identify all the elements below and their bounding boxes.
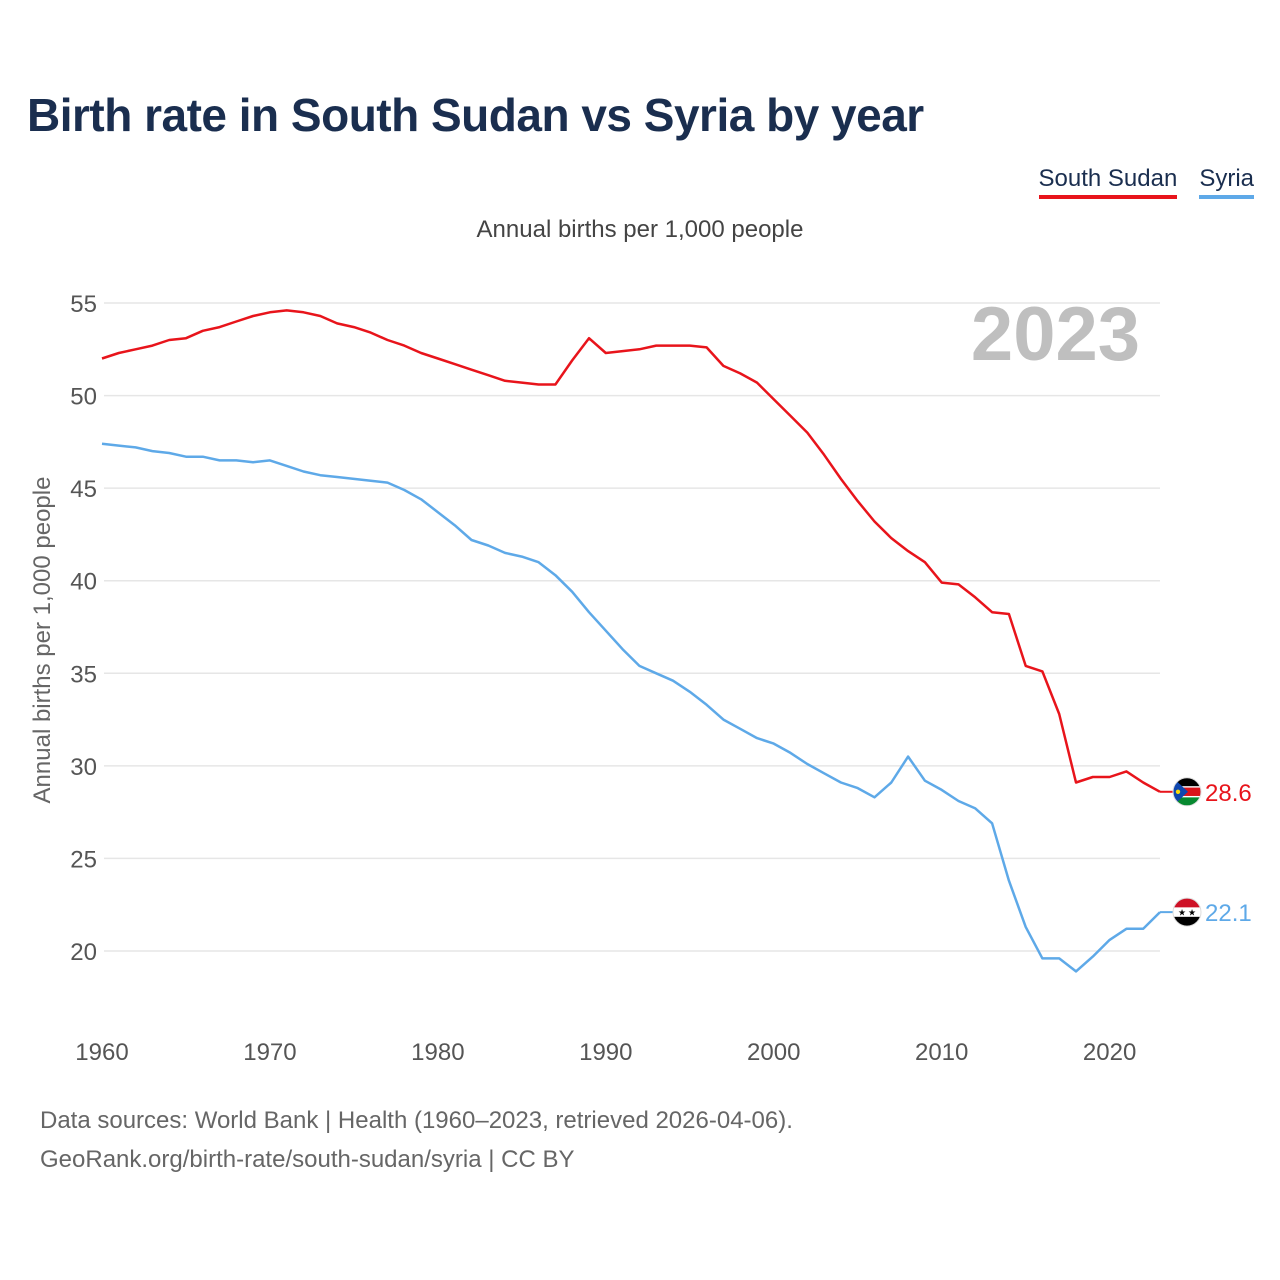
y-tick-label: 45 [70,476,97,503]
x-tick-label: 2000 [747,1039,800,1066]
y-tick-label: 30 [70,754,97,781]
x-tick-label: 2010 [915,1039,968,1066]
x-axis-ticks: 1960 1970 1980 1990 2000 2010 2020 [75,1039,1136,1066]
legend-item-south-sudan[interactable]: South Sudan [1038,165,1178,199]
series-lines [101,309,1161,973]
legend-item-syria[interactable]: Syria [1199,165,1254,199]
y-tick-label: 50 [70,384,97,411]
x-tick-label: 1990 [579,1039,632,1066]
x-tick-label: 1980 [411,1039,464,1066]
x-tick-label: 2020 [1083,1039,1136,1066]
series-line-syria[interactable] [101,442,1161,973]
y-tick-label: 40 [70,569,97,596]
year-badge: 2023 [971,292,1140,377]
source-line-2[interactable]: GeoRank.org/birth-rate/south-sudan/syria… [40,1146,575,1173]
chart-subtitle: Annual births per 1,000 people [476,216,804,243]
y-axis-label: Annual births per 1,000 people [29,477,56,804]
y-tick-label: 20 [70,939,97,966]
end-value-label: 22.1 [1205,900,1252,927]
chart-title: Birth rate in South Sudan vs Syria by ye… [27,89,924,141]
line-chart: 20 25 30 35 40 45 50 55 1960 1970 1980 1990 2000 201… [29,291,1252,1066]
syria-flag-icon: ★ ★ [1172,897,1202,927]
y-axis-ticks: 20 25 30 35 40 45 50 55 [70,291,97,966]
svg-text:★: ★ [1188,909,1196,919]
y-tick-label: 25 [70,846,97,873]
x-tick-label: 1960 [75,1039,128,1066]
end-value-label: 28.6 [1205,780,1252,807]
y-tick-label: 35 [70,661,97,688]
source-line-1: Data sources: World Bank | Health (1960–… [40,1107,793,1134]
legend: South Sudan Syria [1038,165,1254,199]
gridlines [104,302,1160,952]
series-line-south-sudan[interactable] [101,309,1161,793]
svg-text:★: ★ [1178,909,1186,919]
south-sudan-flag-icon [1172,777,1202,807]
x-tick-label: 1970 [243,1039,296,1066]
y-tick-label: 55 [70,291,97,318]
end-markers: 28.6★ ★ 22.1 [1160,777,1252,927]
